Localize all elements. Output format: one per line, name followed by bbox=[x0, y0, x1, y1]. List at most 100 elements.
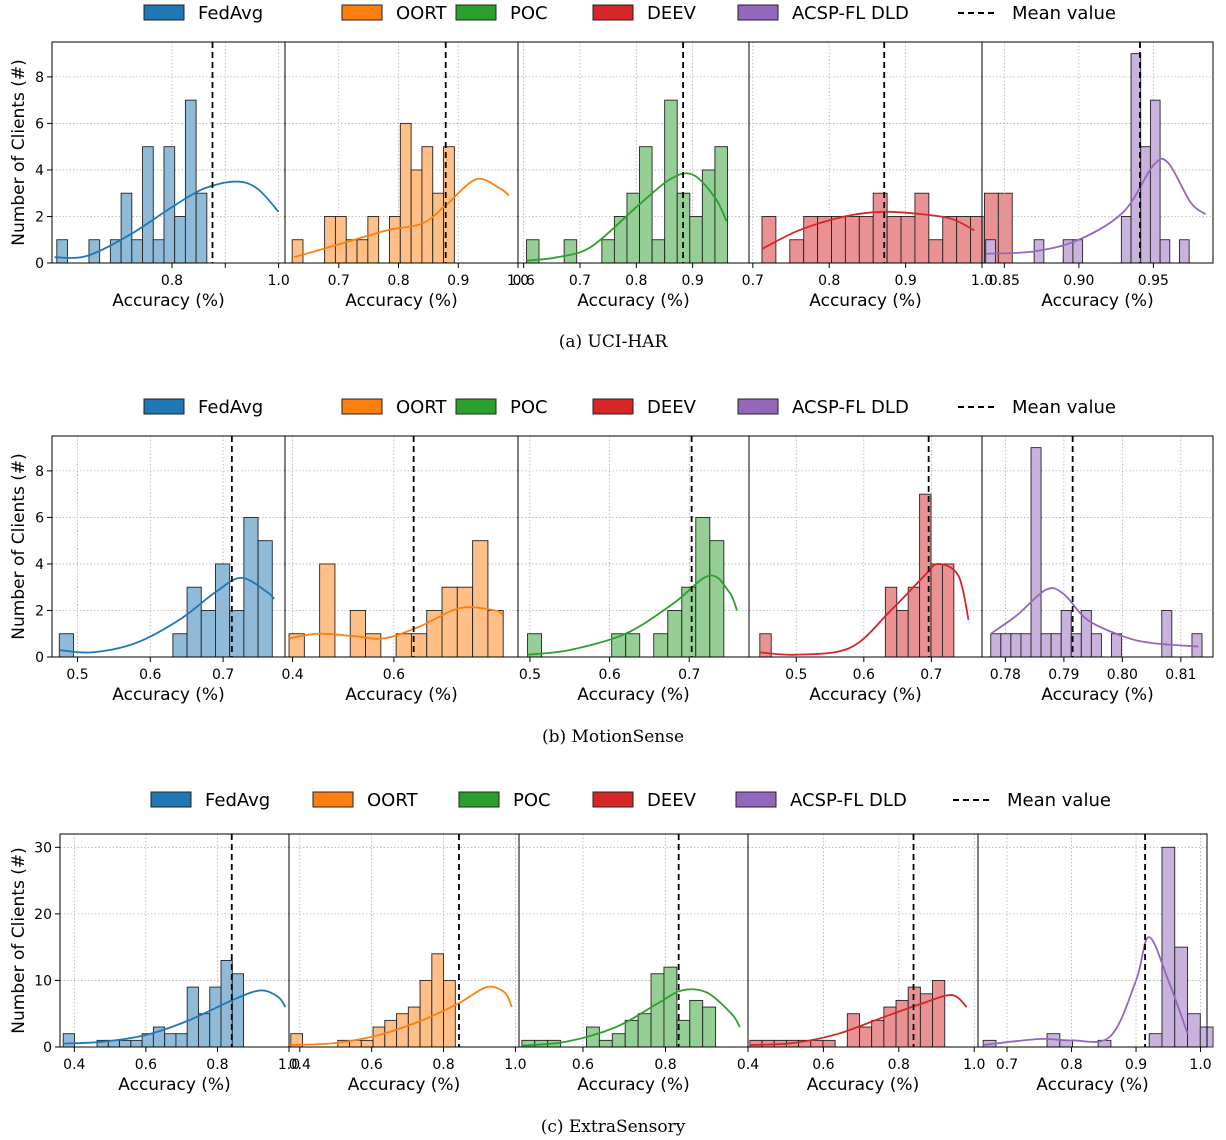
x-tick-label: 0.5 bbox=[66, 667, 88, 683]
legend-swatch bbox=[341, 4, 383, 21]
panel-deev: 0.5 0.6 0.7 Accuracy (%) bbox=[748, 435, 983, 705]
histogram-bar bbox=[822, 1039, 836, 1048]
x-tick-label: 0.5 bbox=[785, 667, 807, 683]
legend-label: Mean value bbox=[1012, 3, 1116, 24]
x-tick-label: 0.8 bbox=[387, 273, 409, 289]
x-tick-label: 0.4 bbox=[737, 1057, 759, 1073]
x-tick-label: 0.7 bbox=[328, 273, 350, 289]
histogram-bar bbox=[58, 633, 74, 658]
histogram-bar bbox=[624, 1019, 639, 1048]
histogram-bar bbox=[367, 216, 380, 264]
x-axis-label: Accuracy (%) bbox=[345, 685, 457, 705]
panel-acsp-fl-dld: 0.7 0.8 0.9 1.0 Accuracy (%) bbox=[977, 833, 1214, 1095]
histogram-bar bbox=[930, 563, 943, 658]
x-axis-label: Accuracy (%) bbox=[809, 685, 921, 705]
legend-swatch bbox=[312, 791, 354, 808]
legend-label: Mean value bbox=[1012, 397, 1116, 418]
histogram-bar bbox=[702, 1006, 717, 1048]
histogram-bar bbox=[653, 633, 669, 658]
legend-item-0: FedAvg bbox=[143, 3, 263, 24]
histogram-bar bbox=[789, 239, 805, 264]
x-tick-label: 0.7 bbox=[569, 273, 591, 289]
panel-oort: 0.4 0.6 0.8 1.0 Accuracy (%) bbox=[288, 833, 527, 1095]
histogram-bar bbox=[62, 1033, 75, 1048]
histogram-bar bbox=[1060, 610, 1072, 658]
legend-label: FedAvg bbox=[198, 3, 263, 24]
histogram-bar bbox=[209, 986, 222, 1048]
legend-swatch bbox=[458, 791, 500, 808]
kde-curve bbox=[290, 985, 513, 1046]
panel-frame bbox=[981, 435, 1214, 658]
kde-curve bbox=[54, 180, 280, 259]
kde-curve bbox=[521, 988, 741, 1047]
x-tick-label: 0.6 bbox=[383, 667, 405, 683]
histogram-bar bbox=[399, 122, 412, 264]
histogram-bar bbox=[360, 1039, 374, 1048]
panel-frame bbox=[977, 833, 1208, 1048]
histogram-bar bbox=[907, 586, 921, 658]
legend-label: DEEV bbox=[647, 3, 697, 24]
x-tick-label: 0.8 bbox=[1060, 1057, 1082, 1073]
panel-poc: 0.6 0.8 Accuracy (%) bbox=[518, 833, 749, 1095]
histogram-bar bbox=[831, 216, 846, 264]
legend-item-1: OORT bbox=[312, 790, 419, 811]
histogram-bar bbox=[985, 239, 996, 264]
legend-label: POC bbox=[510, 397, 548, 418]
histogram-bar bbox=[859, 1026, 873, 1048]
legend-swatch bbox=[143, 4, 185, 21]
x-axis-label: Accuracy (%) bbox=[1036, 1075, 1148, 1095]
chart-0: FedAvg OORT POC DEEV ACSP-FL DLD Mean value 0.… bbox=[9, 3, 1214, 352]
x-tick-label: 0.6 bbox=[598, 667, 620, 683]
kde-curve bbox=[759, 563, 970, 656]
histogram-bar bbox=[844, 216, 860, 264]
histogram-bar bbox=[456, 586, 474, 658]
x-axis-label: Accuracy (%) bbox=[1041, 291, 1153, 311]
legend-item-mean: Mean value bbox=[953, 790, 1111, 811]
legend: FedAvg OORT POC DEEV ACSP-FL DLD Mean value bbox=[143, 397, 1116, 418]
legend-item-mean: Mean value bbox=[958, 3, 1116, 24]
legend-item-2: POC bbox=[455, 397, 548, 418]
histogram-bar bbox=[651, 239, 666, 264]
histogram-bar bbox=[472, 540, 489, 658]
kde-curve bbox=[293, 177, 510, 259]
histogram-bar bbox=[626, 192, 640, 264]
panel-oort: 0.4 0.6 Accuracy (%) bbox=[281, 435, 519, 705]
histogram-bar bbox=[1159, 239, 1171, 264]
x-tick-label: 0.85 bbox=[989, 273, 1020, 289]
kde-curve bbox=[986, 157, 1207, 255]
x-axis-label: Accuracy (%) bbox=[112, 291, 224, 311]
histogram-bar bbox=[1080, 610, 1092, 658]
x-tick-label: 0.7 bbox=[212, 667, 234, 683]
legend-item-3: DEEV bbox=[592, 397, 697, 418]
histogram-bar bbox=[1149, 99, 1161, 264]
x-tick-label: 1.0 bbox=[507, 273, 529, 289]
legend-label: OORT bbox=[396, 3, 448, 24]
histogram-bar bbox=[419, 979, 433, 1048]
histogram-bar bbox=[928, 239, 944, 264]
histogram-bar bbox=[1120, 216, 1132, 264]
x-tick-label: 1.0 bbox=[267, 273, 289, 289]
histogram-bar bbox=[215, 563, 231, 658]
kde-curve bbox=[59, 577, 275, 654]
chart-caption: (c) ExtraSensory bbox=[541, 1117, 686, 1137]
x-tick-label: 0.8 bbox=[432, 1057, 454, 1073]
histogram-bar bbox=[131, 239, 143, 264]
legend-swatch bbox=[455, 4, 497, 21]
x-tick-label: 0.80 bbox=[1107, 667, 1138, 683]
histogram-bar bbox=[349, 610, 366, 658]
y-tick-label: 20 bbox=[34, 907, 52, 923]
x-tick-label: 0.9 bbox=[1125, 1057, 1147, 1073]
histogram-bar bbox=[130, 1039, 143, 1048]
y-tick-label: 4 bbox=[35, 163, 44, 179]
legend-label: ACSP-FL DLD bbox=[792, 397, 909, 418]
histogram-bar bbox=[372, 1026, 386, 1048]
histogram-bar bbox=[1187, 1013, 1201, 1048]
histogram-bar bbox=[1000, 633, 1012, 658]
legend-label: DEEV bbox=[647, 790, 697, 811]
legend-label: FedAvg bbox=[205, 790, 270, 811]
histogram-bar bbox=[667, 610, 683, 658]
histogram-bar bbox=[487, 610, 504, 658]
legend-swatch bbox=[737, 398, 779, 415]
x-tick-label: 1.0 bbox=[971, 273, 993, 289]
histogram-bar bbox=[175, 1033, 188, 1048]
